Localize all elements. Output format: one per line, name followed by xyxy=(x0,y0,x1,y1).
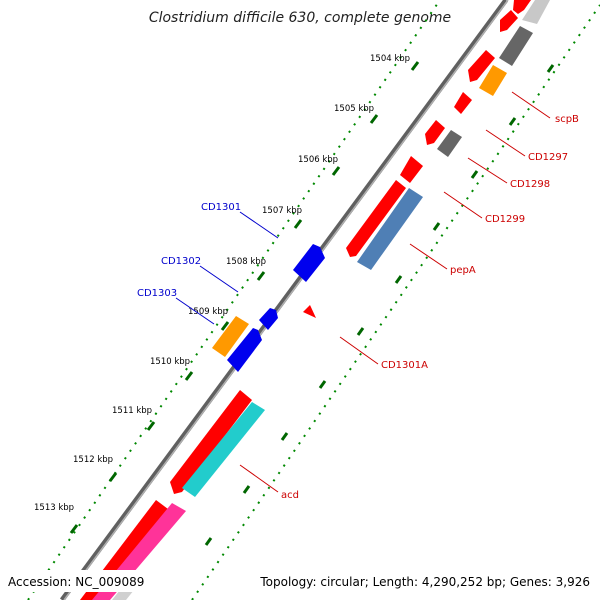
tick-track-inner xyxy=(191,4,600,600)
kbp-label: 1513 kbp xyxy=(34,503,74,513)
kbp-label: 1510 kbp xyxy=(150,357,190,367)
cog-steelblue xyxy=(357,188,423,270)
cog-orange xyxy=(479,65,507,96)
reverse-genes xyxy=(212,244,325,372)
gene-label-cd1303: CD1303 xyxy=(137,288,177,299)
cog-cyan xyxy=(182,402,265,497)
genome-backbone xyxy=(59,0,509,600)
gene-pepa xyxy=(346,180,406,257)
gene-cd1303 xyxy=(227,328,262,372)
gene-label-acd: acd xyxy=(281,490,299,501)
kbp-ticks xyxy=(69,61,420,534)
gene-red xyxy=(454,92,472,114)
gene-label-pepa: pepA xyxy=(450,265,476,276)
kbp-labels: 1504 kbp 1505 kbp 1506 kbp 1507 kbp 1508… xyxy=(34,54,410,513)
gene-label-scpb: scpB xyxy=(555,114,579,125)
gene-label-cd1298: CD1298 xyxy=(510,179,550,190)
gene-scpb xyxy=(513,0,531,14)
gene-cd1299 xyxy=(400,156,423,183)
kbp-label: 1505 kbp xyxy=(334,104,374,114)
kbp-label: 1508 kbp xyxy=(226,257,266,267)
gene-cd1301a xyxy=(303,305,316,318)
tick-track-outer xyxy=(27,0,441,600)
gene-label-cd1297: CD1297 xyxy=(528,152,568,163)
kbp-label: 1506 kbp xyxy=(298,155,338,165)
gene-label-cd1301a: CD1301A xyxy=(381,360,428,371)
cog-orange-left xyxy=(212,316,249,357)
gene-cd1298 xyxy=(425,120,445,145)
gene-label-cd1301: CD1301 xyxy=(201,202,241,213)
gene-label-cd1302: CD1302 xyxy=(161,256,201,267)
gene-red xyxy=(500,10,518,32)
kbp-label: 1509 kbp xyxy=(188,307,228,317)
gene-cd1302 xyxy=(259,308,278,330)
cog-gray xyxy=(437,130,462,157)
gene-acd xyxy=(170,390,252,494)
cog-lightgray xyxy=(522,0,550,24)
inner-ticks xyxy=(204,64,555,546)
kbp-label: 1512 kbp xyxy=(73,455,113,465)
accession-text: Accession: NC_009089 xyxy=(8,575,144,589)
kbp-label: 1507 kbp xyxy=(262,206,302,216)
gene-cd1297 xyxy=(468,50,495,82)
kbp-label: 1511 kbp xyxy=(112,406,152,416)
left-labels: CD1301 CD1302 CD1303 xyxy=(137,202,279,325)
forward-genes xyxy=(80,0,531,600)
kbp-label: 1504 kbp xyxy=(370,54,410,64)
gene-label-cd1299: CD1299 xyxy=(485,214,525,225)
topology-text: Topology: circular; Length: 4,290,252 bp… xyxy=(259,575,590,589)
gene-cd1301 xyxy=(293,244,325,282)
cog-gray xyxy=(499,26,533,66)
map-title: Clostridium difficile 630, complete geno… xyxy=(149,10,451,26)
right-labels: scpB CD1297 CD1298 CD1299 pepA CD1301A a… xyxy=(239,91,579,501)
